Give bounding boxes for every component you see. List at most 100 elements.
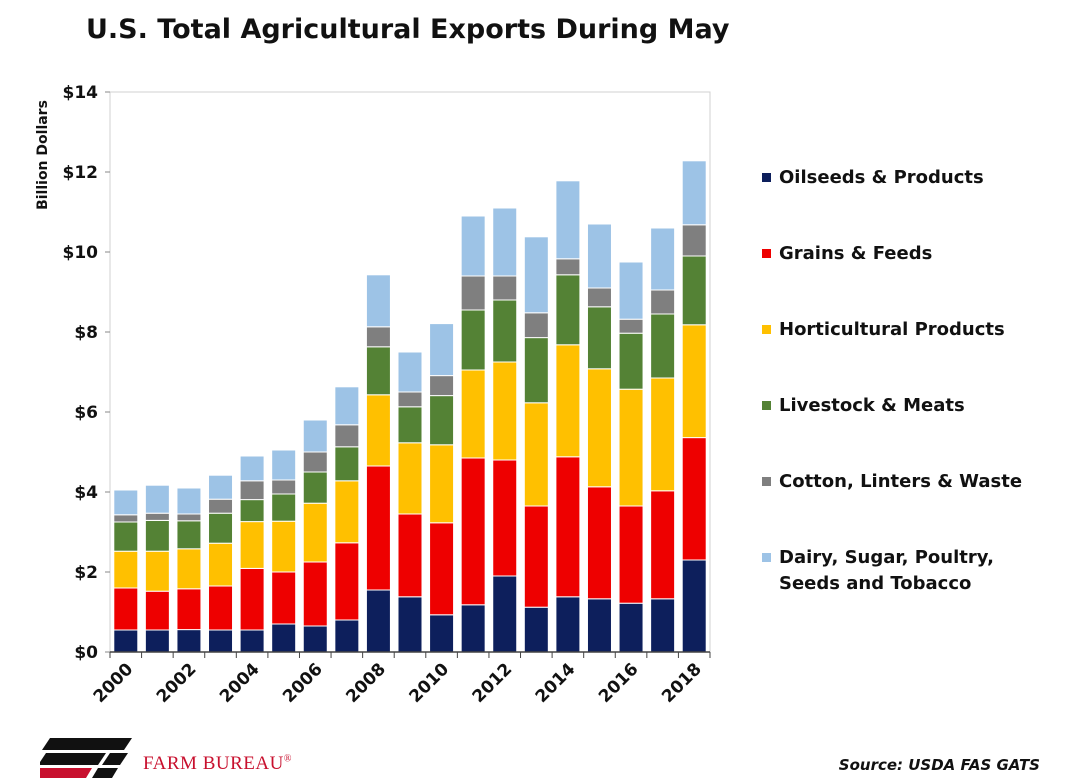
bar-segment	[302, 625, 328, 653]
bar-stack-2008	[365, 274, 391, 653]
bar-segment	[460, 604, 486, 653]
bar-segment	[365, 465, 391, 591]
bar-segment	[144, 550, 170, 592]
bar-stack-2000	[113, 489, 139, 653]
bar-stack-2005	[271, 449, 297, 653]
bar-segment	[586, 223, 612, 289]
bar-segment	[650, 313, 676, 379]
bar-segment	[429, 395, 455, 446]
bar-stack-2010	[429, 323, 455, 653]
y-axis-label: Billion Dollars	[35, 100, 51, 210]
bar-segment	[460, 275, 486, 311]
bar-segment	[365, 346, 391, 396]
bar-stack-2001	[144, 484, 170, 653]
bar-segment	[113, 629, 139, 653]
bar-segment	[397, 442, 423, 515]
x-tick-label: 2006	[279, 659, 327, 707]
bar-segment	[176, 548, 202, 590]
bar-segment	[555, 596, 581, 653]
bar-segment	[586, 486, 612, 600]
bar-segment	[113, 514, 139, 523]
bar-segment	[681, 437, 707, 561]
bar-segment	[586, 368, 612, 488]
legend-label: Livestock & Meats	[779, 395, 965, 416]
bar-segment	[555, 258, 581, 276]
y-tick-label: $6	[74, 403, 98, 423]
bar-segment	[492, 361, 518, 461]
registered-mark: ®	[283, 753, 292, 765]
bar-segment	[492, 459, 518, 577]
bar-segment	[271, 493, 297, 522]
bar-segment	[618, 505, 644, 604]
source-note: Source: USDA FAS GATS	[838, 756, 1040, 774]
farm-bureau-logo-mark	[30, 738, 132, 778]
bar-segment	[113, 587, 139, 631]
x-tick-label: 2004	[216, 659, 264, 707]
x-tick-label: 2012	[469, 659, 517, 707]
bar-segment	[176, 588, 202, 631]
bar-stack-2018	[681, 160, 707, 653]
y-tick-label: $0	[74, 643, 98, 663]
legend-item: Dairy, Sugar, Poultry, Seeds and Tobacco	[762, 545, 1049, 597]
bar-segment	[271, 623, 297, 653]
bar-stack-2004	[239, 455, 265, 653]
bar-segment	[144, 512, 170, 521]
y-tick-label: $10	[63, 243, 99, 263]
bar-segment	[302, 561, 328, 627]
bar-segment	[429, 614, 455, 653]
bar-stack-2009	[397, 351, 423, 653]
bar-stack-2013	[523, 236, 549, 653]
bar-segment	[429, 522, 455, 616]
bar-segment	[586, 598, 612, 653]
brand-name-text: FARM BUREAU	[143, 753, 284, 774]
y-tick-label: $2	[74, 563, 98, 583]
y-tick-label: $12	[63, 163, 99, 183]
bar-segment	[555, 456, 581, 598]
legend-swatch	[762, 553, 771, 562]
x-tick-label: 2008	[342, 659, 390, 707]
bar-segment	[650, 490, 676, 600]
bar-segment	[650, 377, 676, 492]
bar-segment	[208, 585, 234, 631]
bar-segment	[239, 455, 265, 482]
bar-stack-2003	[208, 474, 234, 653]
bar-segment	[334, 619, 360, 653]
bar-segment	[239, 499, 265, 523]
bar-stack-2016	[618, 261, 644, 653]
bar-segment	[302, 502, 328, 563]
bar-segment	[460, 369, 486, 459]
bar-segment	[302, 471, 328, 504]
legend-item: Grains & Feeds	[762, 241, 1049, 267]
bar-segment	[523, 505, 549, 608]
bar-segment	[397, 596, 423, 653]
bar-stack-2002	[176, 487, 202, 653]
bar-segment	[113, 489, 139, 516]
x-tick-label: 2010	[406, 659, 454, 707]
bar-segment	[492, 299, 518, 363]
bar-segment	[492, 207, 518, 277]
bar-segment	[397, 406, 423, 444]
bar-segment	[523, 337, 549, 404]
bar-segment	[365, 274, 391, 328]
bar-segment	[681, 224, 707, 257]
bar-stack-2012	[492, 207, 518, 653]
bar-segment	[618, 388, 644, 507]
bar-segment	[144, 519, 170, 552]
legend-swatch	[762, 477, 771, 486]
bar-stack-2015	[586, 223, 612, 653]
bar-segment	[208, 498, 234, 514]
bar-segment	[460, 215, 486, 277]
legend-swatch	[762, 173, 771, 182]
bar-segment	[681, 559, 707, 653]
legend-label: Grains & Feeds	[779, 243, 933, 264]
bar-segment	[586, 287, 612, 308]
bar-segment	[144, 484, 170, 514]
bar-segment	[365, 589, 391, 653]
brand-name: FARM BUREAU®	[143, 753, 292, 775]
bar-segment	[460, 457, 486, 606]
x-tick-label: 2000	[90, 659, 138, 707]
y-tick-label: $4	[74, 483, 98, 503]
legend-item: Livestock & Meats	[762, 393, 1049, 419]
bar-segment	[271, 449, 297, 481]
